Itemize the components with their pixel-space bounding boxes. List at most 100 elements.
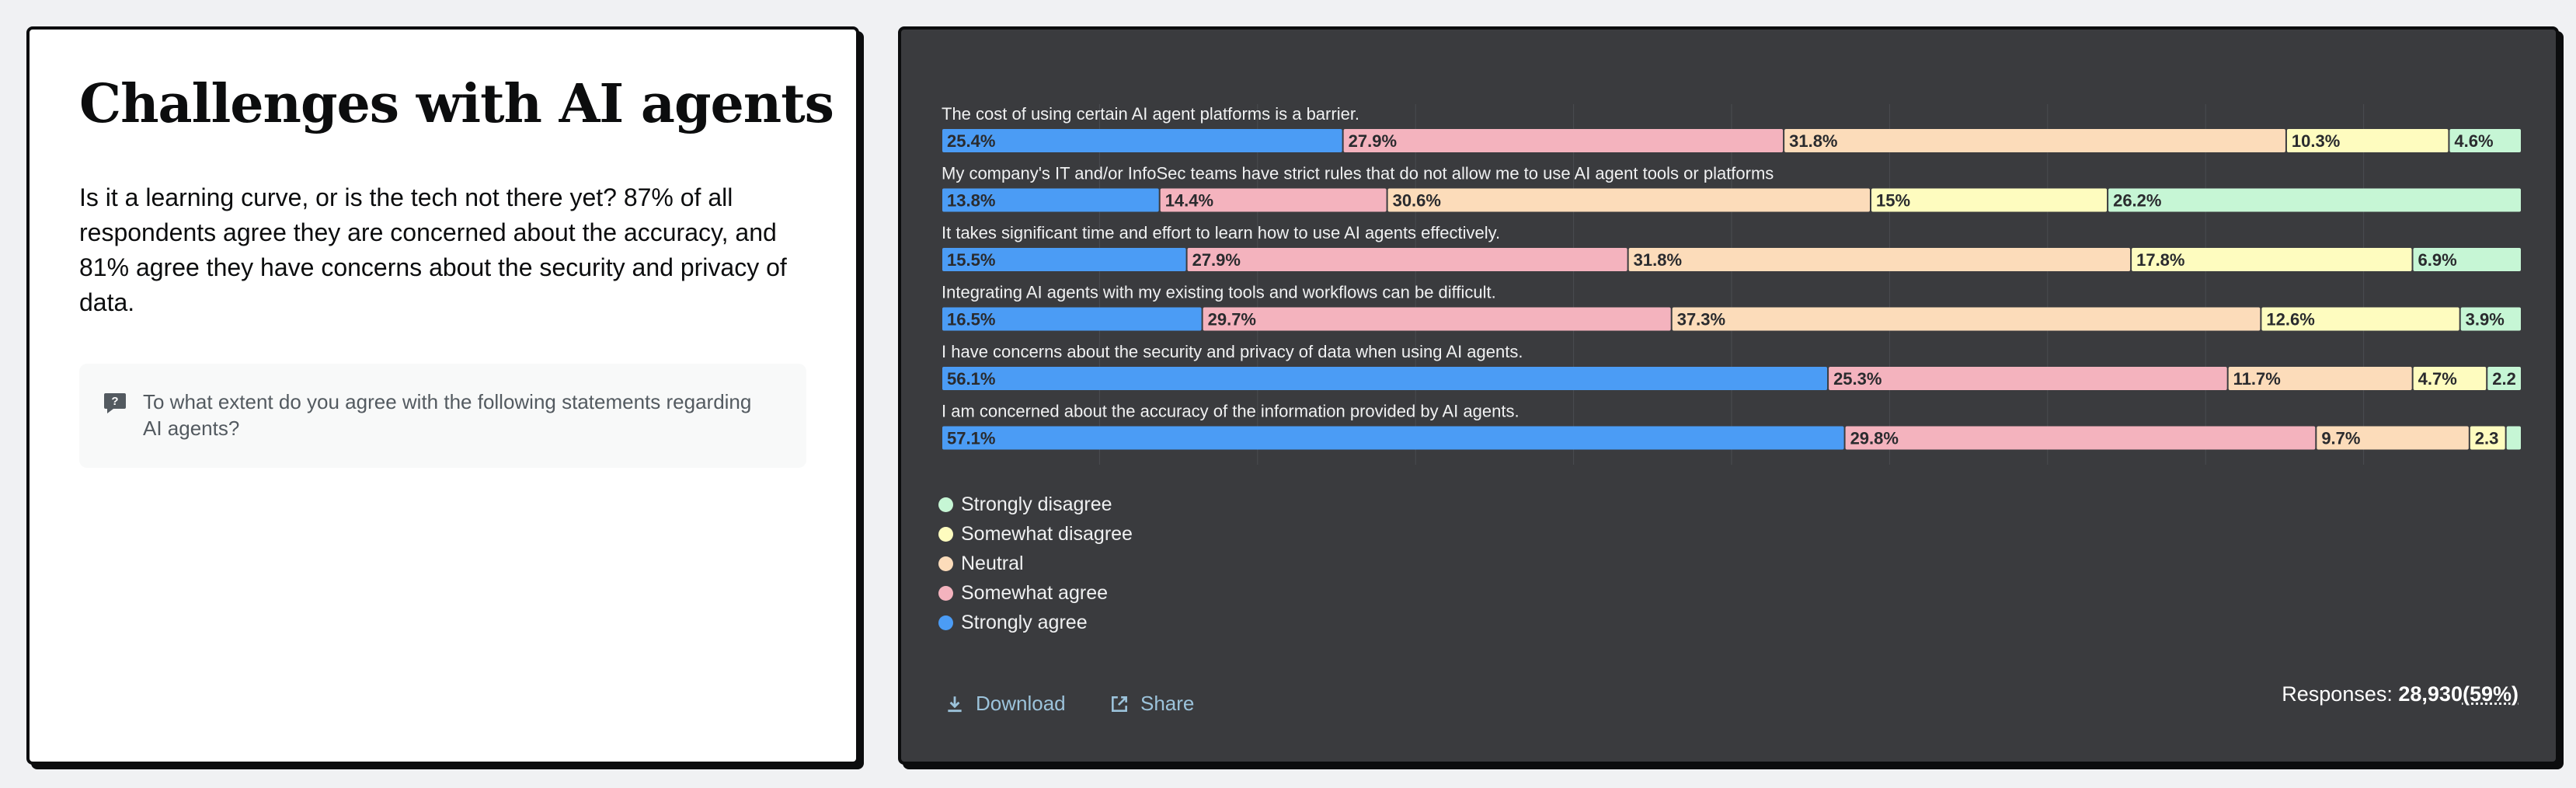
legend-label: Neutral [961,552,1024,574]
legend-item[interactable]: Somewhat disagree [938,519,1133,549]
legend-swatch [938,585,953,601]
intro-text: Is it a learning curve, or is the tech n… [79,183,787,316]
legend-item[interactable]: Neutral [938,549,1133,578]
category-label: My company's IT and/or InfoSec teams hav… [942,164,1774,183]
legend-label: Somewhat agree [961,581,1109,604]
data-label: 4.7% [2418,369,2457,389]
bar-segment[interactable] [2413,367,2487,390]
data-label: 17.8% [2136,250,2184,270]
chart-card: The cost of using certain AI agent platf… [898,26,2559,765]
data-label: 29.7% [1208,310,1256,329]
question-icon: ? [104,393,126,413]
data-label: 15.5% [947,250,995,270]
data-label: 3.9% [2466,310,2505,329]
share-icon [1112,696,1127,712]
bar-segment[interactable] [2317,426,2469,450]
bar-segment[interactable] [2506,426,2521,450]
intro-card: Challenges with AI agents Is it a learni… [26,26,859,765]
bar-segment[interactable] [2470,426,2505,450]
data-label: 16.5% [947,310,995,329]
data-label: 12.6% [2266,310,2314,329]
legend-item[interactable]: Strongly agree [938,608,1133,637]
page-title: Challenges with AI agents [79,73,834,135]
bar-segment[interactable] [1784,129,2285,152]
bar-segment[interactable] [1628,248,2131,271]
download-button[interactable]: Download [945,692,1066,716]
legend-swatch [938,615,953,630]
bar-segment[interactable] [2261,307,2459,331]
data-label: 2.2 [2492,369,2516,389]
data-label: 37.3% [1677,310,1725,329]
bar-segment[interactable] [2460,307,2521,331]
bar-segment[interactable] [942,426,1844,450]
bar-segment[interactable] [1672,307,2261,331]
download-icon [948,696,962,712]
data-label: 56.1% [947,369,995,389]
bar-segment[interactable] [942,188,1159,212]
data-label: 4.6% [2454,131,2493,151]
bar-segment[interactable] [1203,307,1671,331]
data-label: 29.8% [1850,429,1899,448]
data-label: 11.7% [2233,369,2281,389]
bar-segment[interactable] [2449,129,2521,152]
bar-segment[interactable] [2132,248,2412,271]
data-label: 31.8% [1634,250,1682,270]
legend-label: Somewhat disagree [961,522,1133,545]
category-label: I have concerns about the security and p… [942,342,1523,361]
question-box: ? To what extent do you agree with the f… [79,364,806,468]
legend-label: Strongly disagree [961,493,1112,515]
bar-segment[interactable] [942,248,1186,271]
category-label: It takes significant time and effort to … [942,223,1500,242]
data-label: 25.3% [1833,369,1882,389]
bar-segment[interactable] [942,307,1202,331]
bar-segment[interactable] [2228,367,2412,390]
category-label: I am concerned about the accuracy of the… [942,402,1519,421]
legend-swatch [938,497,953,512]
category-label: The cost of using certain AI agent platf… [942,104,1359,124]
data-label: 26.2% [2113,191,2161,211]
data-label: 6.9% [2418,250,2457,270]
category-label: Integrating AI agents with my existing t… [942,283,1496,302]
legend-swatch [938,526,953,542]
bar-segment[interactable] [1829,367,2227,390]
bar-segment[interactable] [2286,129,2449,152]
data-label: 30.6% [1393,191,1441,211]
bar-segment[interactable] [942,129,1342,152]
legend-label: Strongly agree [961,611,1088,633]
bar-segment[interactable] [1187,248,1627,271]
download-label: Download [976,692,1066,715]
bar-segment[interactable] [2108,188,2521,212]
responses-pct[interactable]: (59%) [2462,682,2519,706]
data-label: 57.1% [947,429,995,448]
stacked-bar-chart: The cost of using certain AI agent platf… [942,104,2521,465]
data-label: 2.3 [2475,429,2499,448]
chart-legend: Strongly disagree Somewhat disagree Neutra… [938,490,1133,637]
data-label: 10.3% [2292,131,2340,151]
data-label: 15% [1876,191,1910,211]
svg-text:?: ? [111,395,118,408]
bar-segment[interactable] [1845,426,2316,450]
data-label: 13.8% [947,191,995,211]
question-text: To what extent do you agree with the fol… [143,390,752,440]
share-button[interactable]: Share [1109,692,1194,716]
bar-segment[interactable] [1387,188,1870,212]
responses-count: 28,930 [2398,682,2463,706]
data-label: 14.4% [1165,191,1213,211]
share-label: Share [1140,692,1195,715]
legend-item[interactable]: Somewhat agree [938,578,1133,608]
data-label: 25.4% [947,131,995,151]
legend-item[interactable]: Strongly disagree [938,490,1133,519]
bar-segment[interactable] [942,367,1828,390]
data-label: 31.8% [1789,131,1837,151]
responses-summary: Responses: 28,930(59%) [2282,682,2519,706]
data-label: 9.7% [2321,429,2360,448]
bar-segment[interactable] [2413,248,2521,271]
data-label: 27.9% [1349,131,1397,151]
bar-segment[interactable] [2487,367,2521,390]
bar-segment[interactable] [1160,188,1387,212]
legend-swatch [938,556,953,571]
bar-segment[interactable] [1343,129,1784,152]
bar-segment[interactable] [1871,188,2108,212]
data-label: 27.9% [1192,250,1241,270]
responses-label: Responses: [2282,682,2399,706]
